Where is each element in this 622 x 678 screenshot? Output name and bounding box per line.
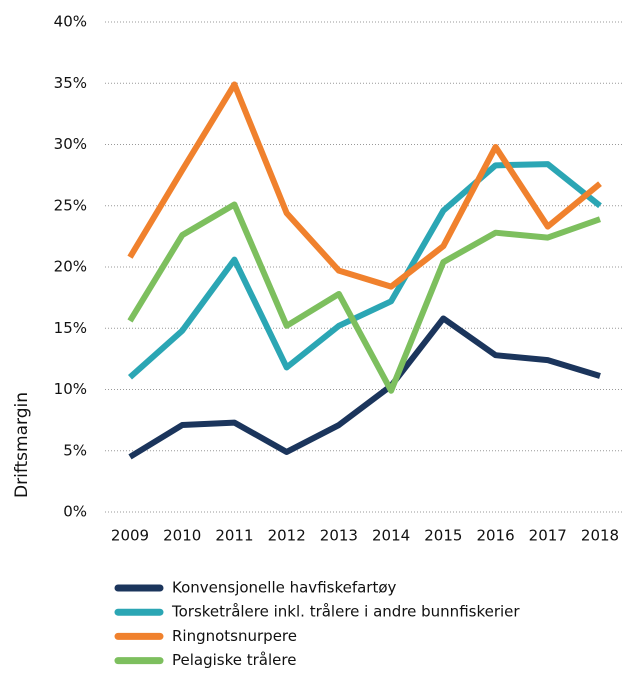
x-tick-label: 2013 bbox=[320, 527, 358, 545]
line bbox=[127, 201, 601, 394]
legend-label: Pelagiske trålere bbox=[172, 651, 296, 669]
line bbox=[128, 161, 602, 380]
legend-label: Ringnotsnurpere bbox=[172, 627, 297, 645]
x-tick-label: 2015 bbox=[424, 527, 462, 545]
x-tick-label: 2014 bbox=[372, 527, 410, 545]
x-tick-label: 2010 bbox=[163, 527, 201, 545]
y-axis-label: Driftsmargin bbox=[12, 392, 32, 498]
line bbox=[128, 315, 601, 460]
x-tick-label: 2017 bbox=[529, 527, 567, 545]
legend-label: Konvensjonelle havfiskefartøy bbox=[172, 579, 397, 597]
y-tick-label: 35% bbox=[54, 74, 87, 92]
legend-label: Torsketrålere inkl. trålere i andre bunn… bbox=[171, 603, 520, 621]
x-tick-label: 2011 bbox=[215, 527, 253, 545]
y-tick-label: 10% bbox=[54, 380, 87, 398]
y-tick-label: 15% bbox=[54, 319, 87, 337]
x-tick-label: 2016 bbox=[476, 527, 514, 545]
y-tick-label: 5% bbox=[63, 441, 87, 459]
y-tick-label: 20% bbox=[54, 258, 87, 276]
y-tick-label: 0% bbox=[63, 503, 87, 521]
y-tick-label: 30% bbox=[54, 135, 87, 153]
x-tick-label: 2009 bbox=[111, 527, 149, 545]
y-tick-label: 40% bbox=[54, 13, 87, 31]
x-tick-label: 2018 bbox=[581, 527, 619, 545]
y-tick-label: 25% bbox=[54, 196, 87, 214]
line bbox=[127, 81, 602, 290]
x-tick-label: 2012 bbox=[268, 527, 306, 545]
